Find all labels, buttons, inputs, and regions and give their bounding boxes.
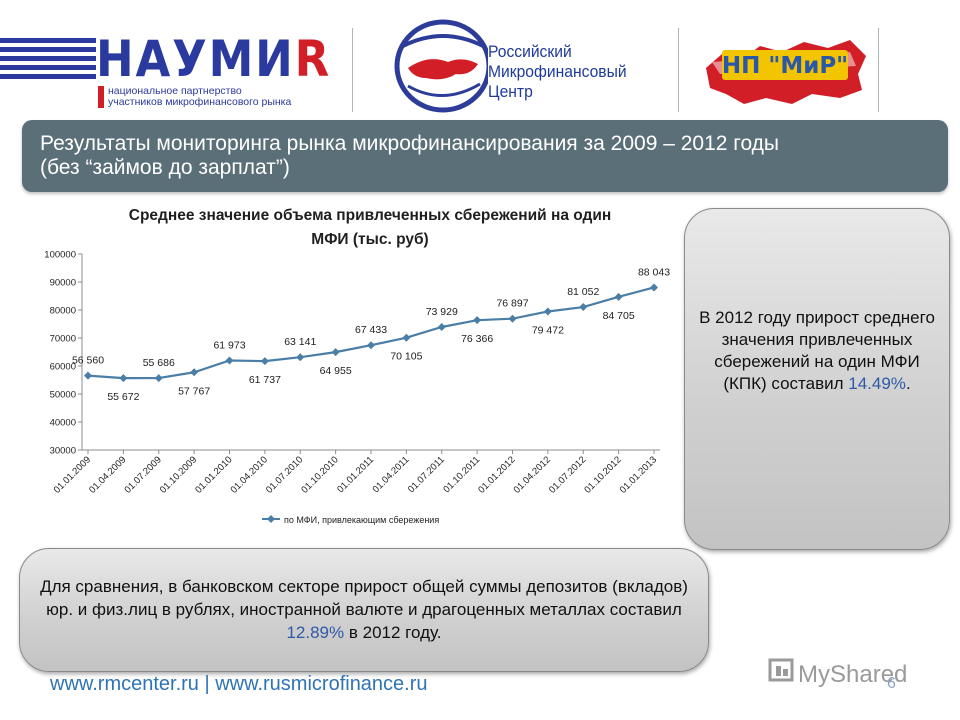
bottom-callout-highlight: 12.89%: [286, 623, 345, 642]
logo-divider: [878, 28, 879, 112]
data-label: 88 043: [638, 266, 670, 278]
data-label: 56 560: [72, 355, 104, 367]
chart-title: Среднее значение объема привлеченных сбе…: [128, 207, 612, 248]
x-tick-label: 01.04.2012: [512, 454, 553, 495]
x-tick-label: 01.07.2010: [264, 454, 305, 495]
x-tick-label: 01.07.2011: [406, 454, 447, 495]
data-point: [650, 283, 658, 292]
x-tick-label: 01.01.2011: [335, 454, 376, 495]
x-tick-label: 01.10.2010: [299, 454, 340, 495]
data-point: [154, 374, 163, 383]
rmc-logo-text: Российский Микрофинансовый Центр: [488, 42, 627, 101]
naumir-logo-subtitle: национальное партнерство участников микр…: [98, 86, 291, 108]
y-tick-label: 90000: [50, 278, 76, 289]
data-label: 61 737: [249, 374, 281, 386]
data-label: 81 052: [567, 286, 599, 298]
watermark-text: MyShared: [798, 661, 907, 688]
x-tick-label: 01.01.2013: [618, 454, 659, 495]
data-label: 63 141: [284, 336, 316, 348]
page-title: Результаты мониторинга рынка микрофинанс…: [40, 132, 780, 179]
x-tick-label: 01.07.2012: [547, 454, 588, 495]
data-label: 57 767: [178, 385, 210, 397]
bottom-callout: Для сравнения, в банковском секторе прир…: [19, 548, 709, 672]
data-point: [225, 356, 234, 365]
page-number: 6: [887, 675, 896, 692]
data-point: [579, 303, 588, 312]
data-label: 76 366: [461, 333, 493, 345]
legend-marker: [267, 515, 275, 523]
rmc-logo: Российский Микрофинансовый Центр: [388, 16, 648, 114]
data-point: [84, 371, 92, 380]
chart-plot: 30000 40000 50000 60000 70000 80000 90000 10000…: [44, 250, 670, 526]
myshared-watermark: MyShared: [768, 656, 948, 690]
x-tick-label: 01.10.2009: [158, 454, 199, 495]
data-point: [614, 292, 623, 301]
data-label: 70 105: [390, 351, 422, 363]
data-point: [119, 374, 128, 383]
logo-divider: [352, 28, 353, 112]
x-tick-label: 01.04.2011: [371, 454, 412, 495]
naumir-logo-word: НАУМИR: [96, 30, 332, 88]
y-tick-label: 60000: [50, 362, 76, 373]
y-tick-label: 40000: [50, 418, 76, 429]
mir-logo: НП "МиР": [700, 28, 870, 112]
data-label: 67 433: [355, 324, 387, 336]
data-label: 55 672: [107, 391, 139, 403]
y-tick-label: 80000: [50, 306, 76, 317]
mir-logo-text: НП "МиР": [722, 53, 848, 79]
logo-divider: [678, 28, 679, 112]
y-tick-label: 30000: [50, 446, 76, 457]
data-label: 84 705: [603, 310, 635, 322]
data-label: 61 973: [213, 339, 245, 351]
data-label: 73 929: [426, 306, 458, 318]
mir-map-icon: НП "МиР": [706, 40, 866, 104]
footer-links[interactable]: www.rmcenter.ru | www.rusmicrofinance.ru: [50, 673, 428, 695]
right-callout: В 2012 году прирост среднего значения пр…: [684, 208, 950, 550]
data-point: [473, 316, 482, 325]
data-point: [190, 368, 199, 377]
y-tick-label: 70000: [50, 334, 76, 345]
data-label: 76 897: [496, 298, 528, 310]
data-point: [508, 314, 517, 323]
x-tick-label: 01.04.2010: [229, 454, 270, 495]
data-point: [367, 341, 375, 350]
line-chart: Среднее значение объема привлеченных сбе…: [30, 196, 680, 536]
bottom-callout-text: Для сравнения, в банковском секторе прир…: [40, 577, 688, 642]
x-tick-label: 01.10.2012: [582, 454, 623, 495]
data-point: [402, 333, 411, 342]
logo-bar: НАУМИR национальное партнерство участник…: [0, 0, 960, 118]
rmc-globe-icon: [394, 19, 492, 113]
title-band: Результаты мониторинга рынка микрофинанс…: [22, 120, 948, 192]
data-point: [296, 353, 305, 362]
x-tick-label: 01.07.2009: [122, 454, 163, 495]
y-tick-label: 50000: [50, 390, 76, 401]
data-label: 64 955: [320, 365, 352, 377]
data-point: [331, 348, 340, 357]
x-tick-label: 01.04.2009: [87, 454, 128, 495]
right-callout-text: В 2012 году прирост среднего значения пр…: [699, 308, 935, 393]
data-label: 79 472: [532, 324, 564, 336]
x-tick-label: 01.01.2012: [476, 454, 517, 495]
x-tick-label: 01.01.2010: [193, 454, 234, 495]
data-point: [543, 307, 552, 316]
x-tick-label: 01.01.2009: [52, 454, 93, 495]
data-label: 55 686: [143, 357, 175, 369]
legend-label: по МФИ, привлекающим сбережения: [284, 515, 439, 525]
data-point: [437, 322, 446, 331]
naumir-logo: НАУМИR национальное партнерство участник…: [0, 28, 330, 114]
y-tick-label: 100000: [44, 250, 76, 261]
data-point: [260, 357, 269, 366]
right-callout-highlight: 14.49%: [848, 374, 906, 393]
presentation-icon: [768, 658, 794, 682]
